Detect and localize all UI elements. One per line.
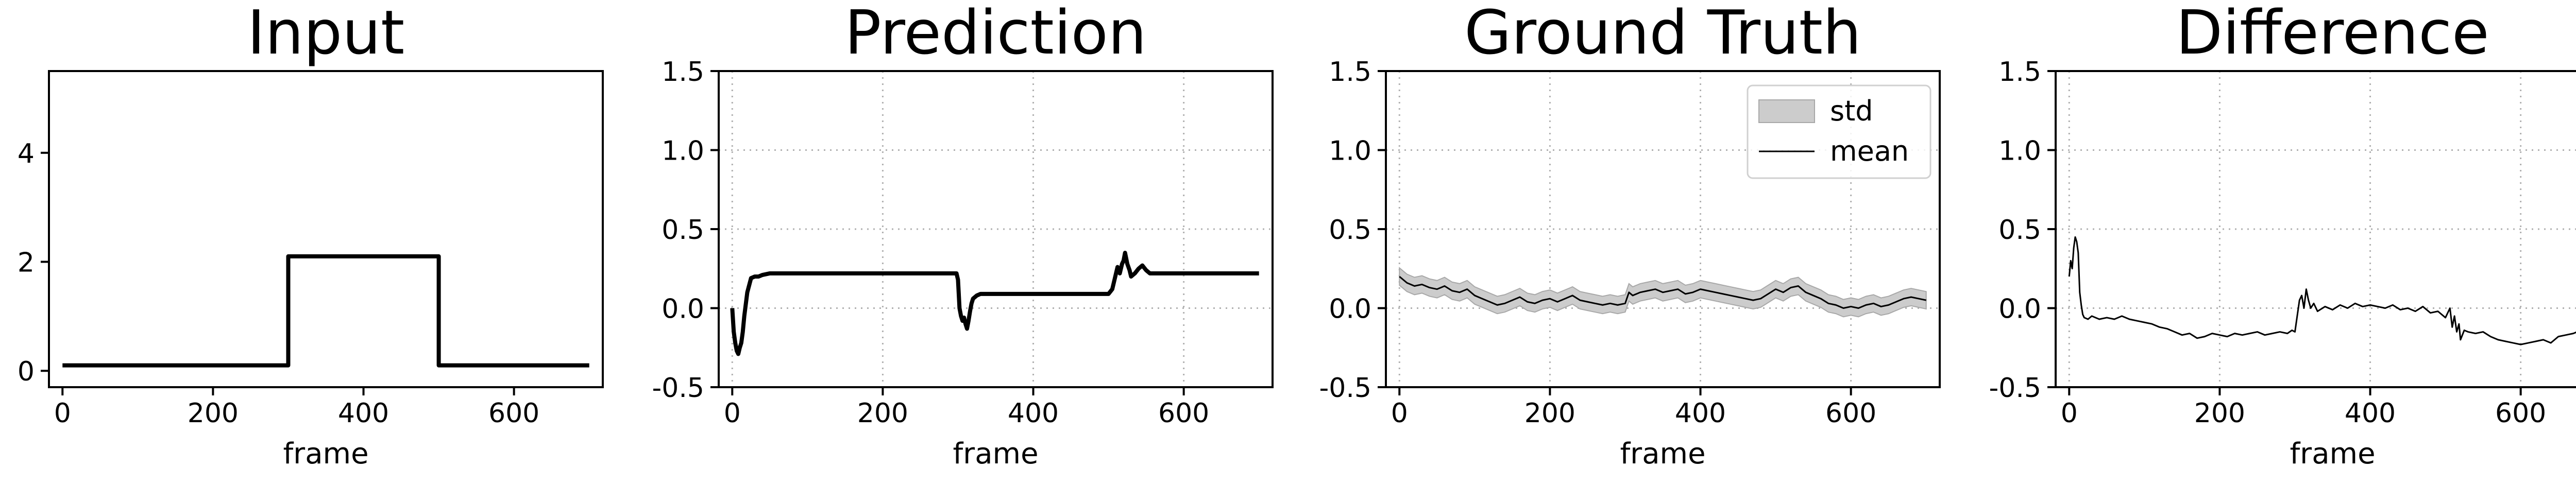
legend-std-label: std <box>1830 95 1873 127</box>
y-tick-label: -0.5 <box>1989 373 2041 404</box>
x-tick-label: 400 <box>1675 398 1726 429</box>
x-tick-label: 600 <box>1825 398 1876 429</box>
chart-title: Input <box>247 0 405 68</box>
mean-line <box>1399 275 1927 309</box>
chart-title: Prediction <box>844 0 1146 68</box>
plot-area <box>62 254 589 368</box>
x-axis-label: frame <box>283 437 368 471</box>
x-tick-label: 0 <box>2061 398 2078 429</box>
chart-title: Difference <box>2176 0 2489 68</box>
axes-frame <box>48 70 604 388</box>
y-tick-label: 1.5 <box>1329 57 1371 88</box>
x-axis-label: frame <box>2290 437 2375 471</box>
legend-std-swatch <box>1758 99 1815 123</box>
y-tick-label: 1.0 <box>1998 136 2041 167</box>
y-tick-label: -0.5 <box>1319 373 1371 404</box>
y-tick-label: -0.5 <box>652 373 704 404</box>
prediction-panel: 0 200 400 600 -0.5 0.0 0.5 1.0 1.5 Prediction fram… <box>652 0 1274 471</box>
y-tick-label: 0.5 <box>1329 215 1371 246</box>
plot-area <box>2068 236 2576 345</box>
x-tick-label: 200 <box>857 398 908 429</box>
x-tick-label: 600 <box>2495 398 2546 429</box>
x-tick-label: 400 <box>1008 398 1059 429</box>
y-tick-label: 1.0 <box>662 136 704 167</box>
y-tick-label: 1.5 <box>1998 57 2041 88</box>
y-tick-label: 0 <box>18 356 35 387</box>
plot-area <box>730 251 1259 356</box>
x-tick-label: 400 <box>338 398 389 429</box>
ground-truth-panel: 0 200 400 600 -0.5 0.0 0.5 1.0 1.5 Ground Truth fr… <box>1319 0 1941 471</box>
y-tick-label: 2 <box>18 248 35 279</box>
x-tick-label: 600 <box>1158 398 1209 429</box>
y-tick-label: 0.0 <box>1998 294 2041 325</box>
x-tick-label: 0 <box>1391 398 1408 429</box>
legend-mean-label: mean <box>1830 135 1909 167</box>
data-line <box>730 251 1259 356</box>
x-tick-label: 200 <box>188 398 239 429</box>
x-axis-label: frame <box>1620 437 1705 471</box>
x-tick-label: 600 <box>488 398 539 429</box>
x-tick-label: 0 <box>724 398 741 429</box>
y-tick-label: 0.5 <box>1998 215 2041 246</box>
plot-area <box>1399 267 1927 318</box>
y-tick-label: 0.5 <box>662 215 704 246</box>
y-tick-label: 1.5 <box>662 57 704 88</box>
x-tick-label: 400 <box>2345 398 2396 429</box>
y-tick-label: 1.0 <box>1329 136 1371 167</box>
y-tick-label: 4 <box>18 138 35 169</box>
data-line <box>62 254 589 368</box>
x-tick-label: 0 <box>54 398 71 429</box>
x-tick-label: 200 <box>2194 398 2245 429</box>
legend: std mean <box>1747 84 1931 179</box>
chart-title: Ground Truth <box>1464 0 1861 68</box>
y-tick-label: 0.0 <box>1329 294 1371 325</box>
x-axis-label: frame <box>953 437 1038 471</box>
x-tick-label: 200 <box>1524 398 1575 429</box>
data-line <box>2068 236 2576 345</box>
difference-panel: 0 200 400 600 -0.5 0.0 0.5 1.0 1.5 Difference fram… <box>1989 0 2576 471</box>
input-panel: 0 200 400 600 0 2 4 Input frame <box>18 0 604 471</box>
y-tick-label: 0.0 <box>662 294 704 325</box>
